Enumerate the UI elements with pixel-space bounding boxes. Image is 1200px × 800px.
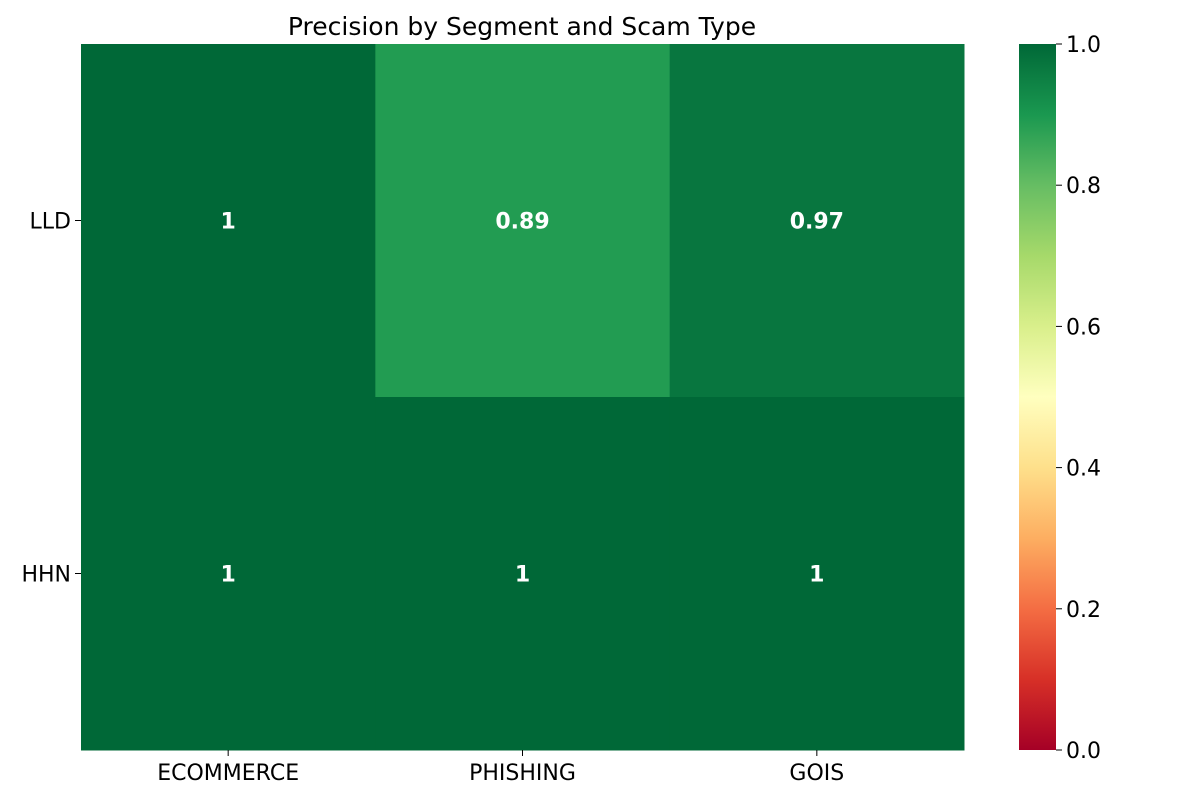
y-tick-label: HHN [21,563,71,588]
heatmap-cell [81,397,376,751]
cell-value-label: 0.97 [790,210,844,235]
cell-value-label: 1 [515,563,530,588]
y-axis: LLD HHN [21,210,81,588]
cell-value-label: 0.89 [495,210,549,235]
x-axis: ECOMMERCE PHISHING GOIS [157,750,844,786]
colorbar-gradient [1019,44,1056,750]
chart-title: Precision by Segment and Scam Type [288,12,756,41]
colorbar-tick-label: 1.0 [1066,33,1101,58]
cell-value-label: 1 [809,563,824,588]
heatmap-cell [669,44,965,398]
colorbar: 0.0 0.2 0.4 0.6 0.8 1.0 [1019,33,1101,764]
x-tick-label: GOIS [789,761,844,786]
x-tick-label: PHISHING [469,761,576,786]
heatmap-cell [669,397,965,751]
heatmap-annotations: 1 0.89 0.97 1 1 1 [221,210,844,588]
x-tick-label: ECOMMERCE [157,761,299,786]
heatmap-cell [375,397,671,751]
cell-value-label: 1 [221,210,236,235]
heatmap-cell [375,44,671,398]
colorbar-tick-label: 0.2 [1066,598,1101,623]
colorbar-tick-label: 0.4 [1066,457,1101,482]
colorbar-tick-label: 0.8 [1066,174,1101,199]
colorbar-tick-label: 0.0 [1066,739,1101,764]
y-tick-label: LLD [30,210,71,235]
colorbar-tick-label: 0.6 [1066,315,1101,340]
colorbar-ticks: 0.0 0.2 0.4 0.6 0.8 1.0 [1056,33,1101,764]
heatmap-cells [81,44,965,751]
cell-value-label: 1 [221,563,236,588]
heatmap-cell [81,44,376,398]
